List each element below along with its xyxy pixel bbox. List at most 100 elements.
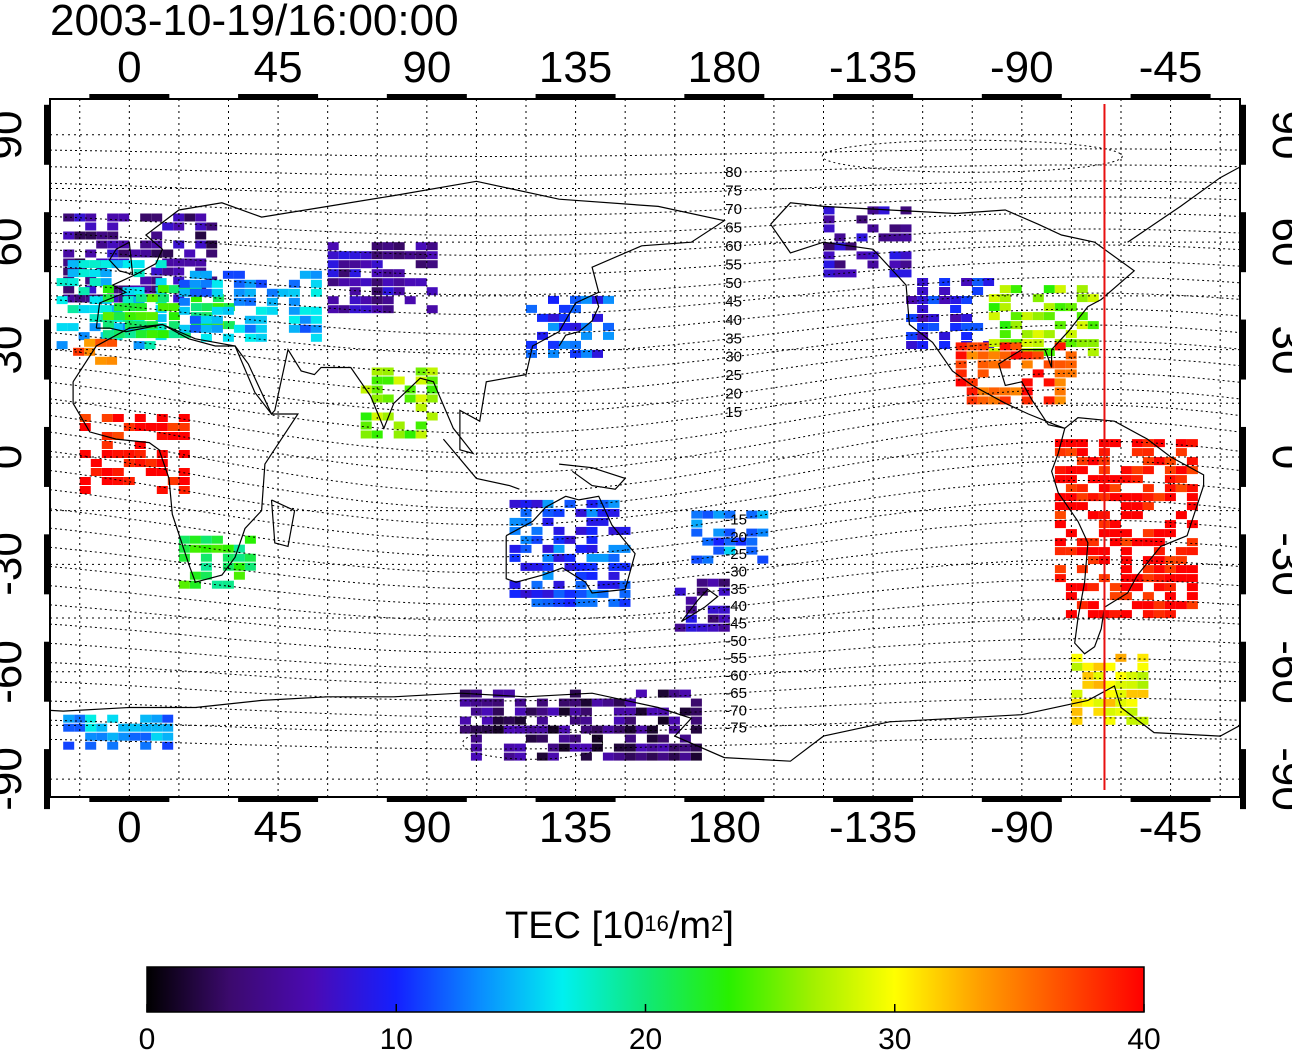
tec-cell <box>757 510 769 519</box>
tec-cell <box>415 367 427 376</box>
tec-cell <box>211 544 223 553</box>
tec-cell <box>492 707 504 716</box>
tec-cell <box>613 707 625 716</box>
tec-cell <box>244 297 256 306</box>
tec-cell <box>586 571 598 580</box>
tec-cell <box>1115 680 1127 689</box>
tec-cell <box>244 535 256 544</box>
tec-cell <box>190 294 202 303</box>
tec-cell <box>393 430 405 439</box>
tec-cell <box>536 716 548 725</box>
tec-cell <box>481 725 493 734</box>
tec-cell <box>178 486 190 494</box>
frame-tick <box>981 796 1062 802</box>
tec-cell <box>1164 565 1176 574</box>
frame-tick <box>1240 534 1246 595</box>
tec-cell <box>696 623 708 632</box>
tec-cell <box>151 267 163 276</box>
tec-cell <box>1186 538 1198 547</box>
tec-cell <box>696 578 708 587</box>
tec-cell <box>1164 556 1176 565</box>
tec-cell <box>955 378 967 387</box>
tec-cell <box>581 349 592 358</box>
tec-cell <box>961 332 973 340</box>
magnetic-latitude-contour <box>50 460 1240 526</box>
magnetic-latitude-label: 55 <box>725 256 742 273</box>
tec-cell <box>1065 466 1077 475</box>
tec-cell <box>222 580 234 589</box>
tec-cell <box>1076 312 1088 321</box>
tec-cell <box>988 351 1000 360</box>
tec-cell <box>382 278 394 287</box>
tec-cell <box>1071 707 1083 716</box>
tec-cell <box>1131 538 1143 547</box>
tec-cell <box>404 430 416 439</box>
tec-cell <box>547 752 559 761</box>
tec-cell <box>84 347 96 356</box>
tec-cell <box>597 499 609 508</box>
tec-cell <box>580 743 592 752</box>
tec-cell <box>360 278 372 287</box>
tec-cell <box>999 330 1011 339</box>
tec-cell <box>100 305 112 314</box>
magnetic-latitude-contour <box>50 598 1240 638</box>
tec-cell <box>939 296 951 304</box>
tec-cell <box>1153 610 1165 619</box>
tec-cell <box>1071 716 1083 725</box>
tec-cell <box>619 598 631 607</box>
tec-cell <box>233 288 245 297</box>
tec-cell <box>1043 303 1055 312</box>
tec-cell <box>1054 285 1066 294</box>
tec-cell <box>135 303 147 312</box>
tec-cell <box>603 322 614 331</box>
tec-cell <box>145 423 157 431</box>
tec-cell <box>1164 574 1176 583</box>
tec-cell <box>1054 565 1066 574</box>
longitude-bottom-tick-label: 135 <box>538 803 613 852</box>
coastlines <box>50 166 1240 762</box>
frame-tick <box>44 426 50 487</box>
longitude-bottom-tick-label: 45 <box>253 803 303 852</box>
tec-cell <box>1137 689 1149 698</box>
tec-cell <box>1164 610 1176 619</box>
tec-cell <box>548 349 559 358</box>
tec-cell <box>106 338 118 347</box>
tec-cell <box>415 394 427 403</box>
tec-cell <box>619 589 631 598</box>
tec-cell <box>928 323 940 331</box>
tec-cell <box>393 421 405 430</box>
tec-cell <box>1164 592 1176 601</box>
tec-cell <box>140 714 152 723</box>
tec-cell <box>211 306 223 315</box>
tec-cell <box>1131 493 1143 502</box>
tec-cell <box>85 213 97 222</box>
tec-cell <box>624 752 636 761</box>
tec-cell <box>542 589 554 598</box>
magnetic-latitude-contour <box>50 356 1240 415</box>
tec-cell <box>195 240 207 249</box>
tec-cell <box>151 723 163 732</box>
tec-cell <box>553 535 565 544</box>
tec-cell <box>1093 662 1105 671</box>
tec-cell <box>74 231 86 240</box>
tec-cell <box>404 394 416 403</box>
tec-cell <box>1186 565 1198 574</box>
tec-cell <box>382 251 394 260</box>
tec-cell <box>624 716 636 725</box>
tec-cell <box>1186 484 1198 493</box>
tec-cell <box>977 396 989 405</box>
tec-cell <box>1065 529 1077 538</box>
tec-cell <box>1164 583 1176 592</box>
tec-cell <box>288 279 300 288</box>
tec-cell <box>1186 466 1198 475</box>
tec-cell <box>78 332 90 341</box>
tec-cell <box>592 349 603 358</box>
tec-cell <box>1054 378 1066 387</box>
tec-cell <box>426 367 438 376</box>
frame-tick <box>1240 212 1246 273</box>
tec-cell <box>1109 610 1121 619</box>
tec-cell <box>173 213 185 222</box>
tec-cell <box>509 589 521 598</box>
tec-cell <box>200 333 212 342</box>
tec-cell <box>371 260 383 269</box>
